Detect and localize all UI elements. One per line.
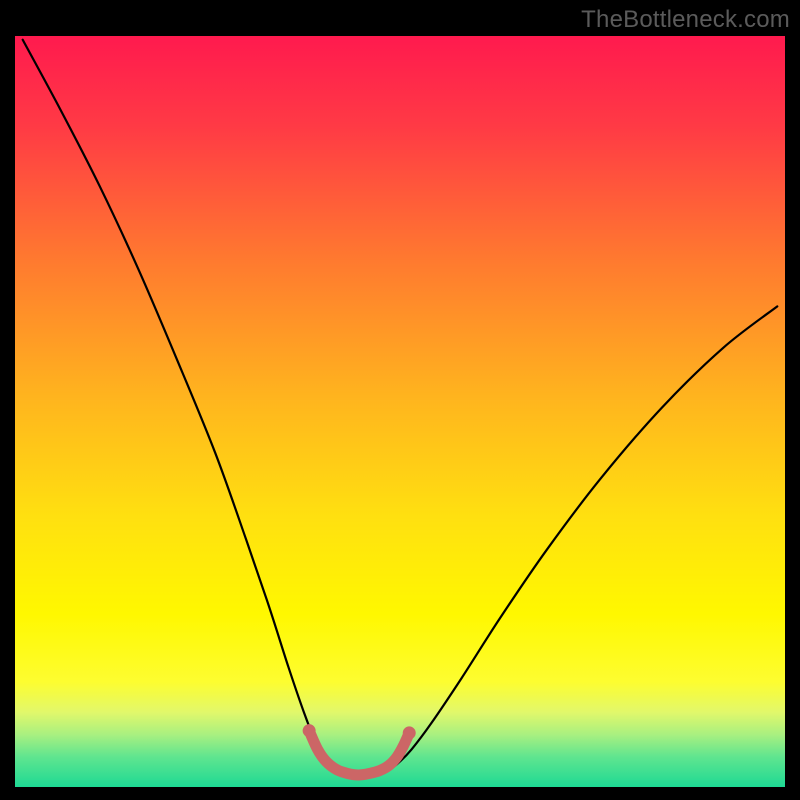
chart-svg bbox=[0, 0, 800, 800]
watermark-text: TheBottleneck.com bbox=[581, 6, 790, 34]
bottleneck-chart: TheBottleneck.com bbox=[0, 0, 800, 800]
